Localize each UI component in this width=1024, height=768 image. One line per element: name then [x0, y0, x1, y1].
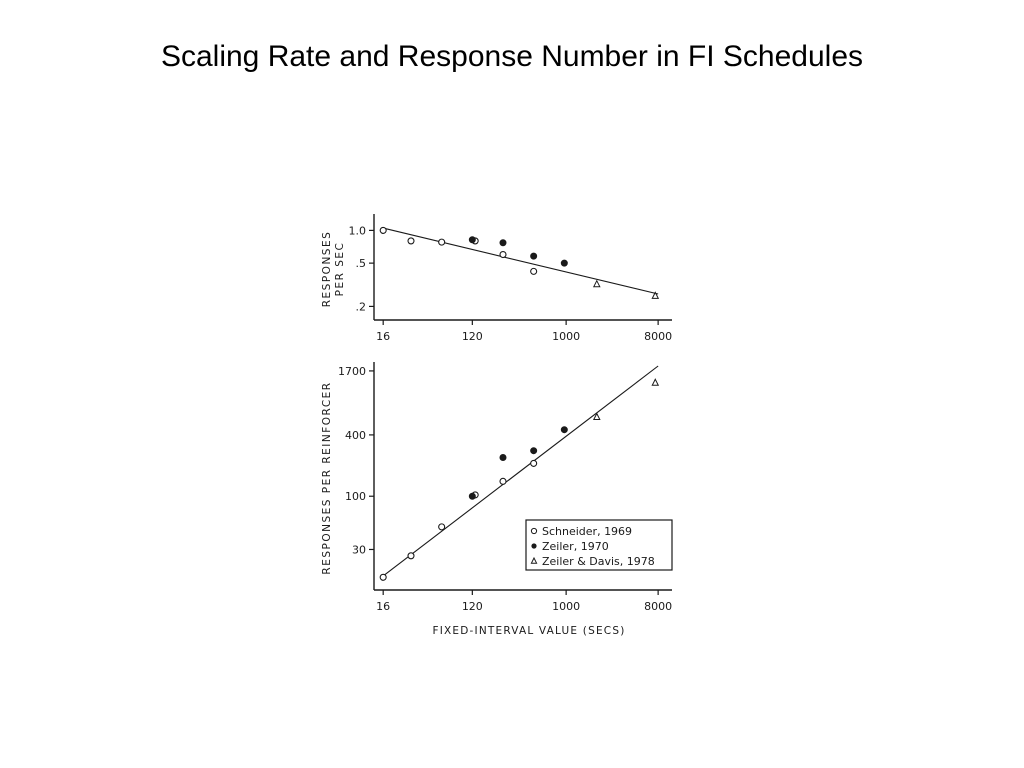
y-tick-label: 30	[352, 543, 366, 556]
data-point-filled-circle	[468, 492, 476, 500]
x-tick-label: 8000	[644, 600, 672, 613]
fit-line	[383, 227, 659, 295]
legend-marker-open-triangle	[530, 556, 538, 564]
x-tick-label: 16	[376, 600, 390, 613]
data-point-open-triangle	[651, 378, 660, 386]
y-tick-label: 1700	[338, 365, 366, 378]
data-point-open-circle	[530, 459, 538, 467]
x-tick-label: 8000	[644, 330, 672, 343]
data-point-open-triangle	[592, 279, 601, 288]
data-point-filled-circle	[560, 426, 568, 434]
y-axis-label: PER SEC	[334, 242, 346, 297]
slide-title: Scaling Rate and Response Number in FI S…	[160, 40, 864, 73]
data-point-filled-circle	[468, 236, 476, 244]
x-tick-label: 1000	[552, 330, 580, 343]
y-tick-label: 400	[345, 429, 366, 442]
data-point-open-circle	[407, 237, 415, 245]
data-point-open-circle	[379, 226, 387, 234]
fit-line	[382, 365, 659, 577]
legend-marker-filled-circle	[531, 543, 537, 549]
figure: 1.0 .5 .2 16 120 1000 8000 RESPONSES PER SEC 1700…	[316, 208, 686, 643]
y-axis-label: RESPONSES	[321, 231, 333, 308]
x-tick-label: 16	[376, 330, 390, 343]
data-point-open-circle	[499, 477, 507, 485]
data-point-open-triangle	[651, 291, 660, 299]
y-tick-label: .5	[356, 257, 367, 270]
y-tick-label: 100	[345, 490, 366, 503]
x-tick-label: 120	[462, 600, 483, 613]
legend-label: Schneider, 1969	[542, 525, 632, 538]
y-tick-label: .2	[356, 300, 367, 313]
x-axis-label: FIXED-INTERVAL VALUE (SECS)	[432, 625, 625, 637]
data-point-filled-circle	[499, 239, 507, 247]
legend-marker-open-circle	[530, 527, 538, 535]
data-point-filled-circle	[530, 252, 538, 260]
legend-box	[525, 519, 673, 571]
y-axis-label: RESPONSES PER REINFORCER	[321, 381, 333, 574]
data-point-filled-circle	[499, 454, 507, 462]
data-point-open-circle	[407, 552, 415, 560]
legend-label: Zeiler & Davis, 1978	[542, 555, 655, 568]
data-point-filled-circle	[530, 447, 538, 455]
data-point-open-triangle	[592, 412, 601, 420]
data-point-open-circle	[499, 250, 507, 259]
y-tick-label: 1.0	[349, 224, 367, 237]
data-point-open-circle	[530, 267, 538, 275]
x-tick-label: 1000	[552, 600, 580, 613]
chart-figure: 1.0 .5 .2 16 120 1000 8000 RESPONSES PER SEC 1700…	[321, 214, 673, 637]
data-point-open-circle	[438, 238, 446, 246]
data-point-open-circle	[438, 523, 446, 531]
data-point-filled-circle	[560, 259, 568, 267]
legend-label: Zeiler, 1970	[542, 540, 609, 553]
data-point-open-circle	[379, 573, 387, 581]
x-tick-label: 120	[462, 330, 483, 343]
